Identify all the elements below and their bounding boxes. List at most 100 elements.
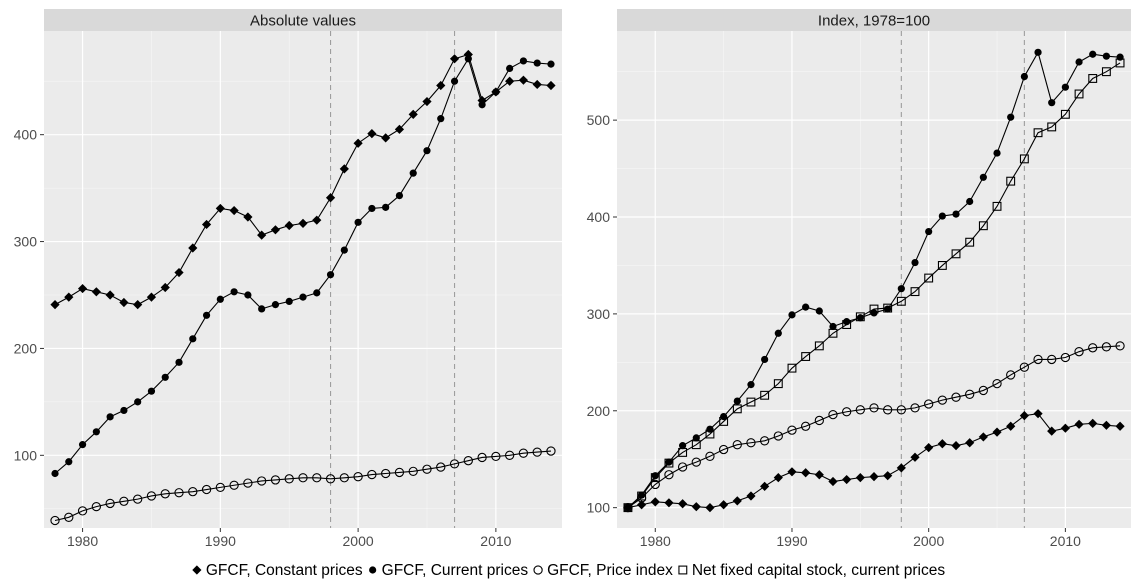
legend-label: GFCF, Constant prices (206, 562, 363, 579)
data-point (201, 484, 212, 495)
data-point (105, 290, 115, 300)
legend-label: Net fixed capital stock, current prices (692, 562, 946, 579)
data-point (896, 405, 906, 415)
data-point (1033, 409, 1043, 419)
data-point (215, 203, 225, 214)
data-point (1060, 352, 1071, 363)
data-point (92, 428, 100, 436)
facet-strip (44, 9, 562, 31)
data-point (773, 473, 783, 483)
data-point (1006, 370, 1016, 380)
data-point (1116, 53, 1124, 61)
data-point (284, 220, 294, 231)
data-point (436, 462, 446, 472)
legend-key-square (678, 565, 688, 575)
data-point (815, 307, 823, 315)
data-point (718, 444, 729, 455)
data-point (491, 451, 501, 462)
data-point (965, 389, 975, 399)
data-point (325, 474, 336, 484)
x-tick-label: 1980 (640, 533, 671, 549)
data-point (395, 191, 404, 200)
data-point (174, 488, 184, 498)
data-point (869, 304, 879, 314)
data-point (910, 287, 920, 297)
x-tick-label: 2000 (913, 533, 944, 549)
plot-panel (617, 31, 1131, 528)
data-point (965, 438, 975, 448)
data-point (992, 427, 1002, 437)
data-point (298, 218, 308, 228)
y-tick-label: 200 (14, 340, 38, 356)
data-point (855, 312, 865, 322)
data-point (759, 436, 770, 446)
data-point (202, 311, 211, 319)
y-tick-label: 100 (587, 500, 611, 516)
data-point (979, 173, 987, 181)
data-point (381, 133, 391, 143)
data-point (773, 379, 783, 389)
facet-title: Absolute values (250, 13, 356, 30)
panel-2: Index, 1978=100 1980 1990 2000 2010 100 200 300… (587, 9, 1131, 549)
data-point (951, 249, 961, 259)
data-point (978, 432, 988, 442)
data-point (437, 115, 445, 123)
data-point (691, 440, 701, 450)
data-point (506, 64, 514, 73)
data-point (449, 54, 460, 64)
data-point (284, 474, 294, 484)
data-point (924, 399, 934, 409)
legend-key-circle (533, 565, 543, 575)
data-point (313, 289, 321, 297)
data-point (1088, 418, 1098, 428)
data-point (732, 496, 742, 506)
data-point (270, 475, 281, 485)
data-point (394, 467, 405, 478)
data-point (243, 478, 253, 488)
data-point (896, 463, 906, 473)
data-point (937, 261, 947, 270)
data-point (408, 109, 418, 119)
data-point (1047, 426, 1057, 436)
data-point (532, 79, 542, 90)
data-point (773, 431, 783, 441)
data-point (1034, 48, 1042, 56)
data-point (787, 363, 797, 373)
data-point (147, 387, 156, 395)
data-point (814, 415, 824, 426)
data-point (951, 441, 961, 451)
data-point (368, 204, 376, 213)
data-point (828, 328, 838, 338)
data-point (518, 75, 529, 85)
data-point (623, 503, 633, 513)
data-point (449, 459, 460, 469)
data-point (1047, 354, 1057, 365)
data-point (787, 467, 797, 477)
data-point (896, 296, 906, 306)
x-tick-label: 1980 (67, 533, 98, 549)
data-point (978, 385, 989, 396)
data-point (869, 403, 879, 413)
data-point (64, 512, 74, 522)
data-point (189, 335, 197, 343)
data-point (50, 300, 60, 310)
data-point (1048, 99, 1056, 107)
data-point (720, 412, 728, 421)
data-point (705, 429, 715, 439)
data-point (706, 425, 714, 433)
data-point (477, 452, 487, 463)
data-point (340, 246, 348, 254)
data-point (271, 301, 280, 309)
data-point (78, 441, 87, 449)
data-point (855, 473, 865, 483)
data-point (367, 129, 377, 139)
data-point (464, 55, 472, 63)
data-point (382, 203, 390, 211)
data-point (533, 59, 541, 67)
data-point (353, 472, 363, 482)
legend-key-diamond (192, 565, 202, 575)
data-point (546, 446, 556, 456)
data-point (339, 473, 349, 483)
data-point (883, 405, 893, 415)
data-point (828, 409, 838, 420)
